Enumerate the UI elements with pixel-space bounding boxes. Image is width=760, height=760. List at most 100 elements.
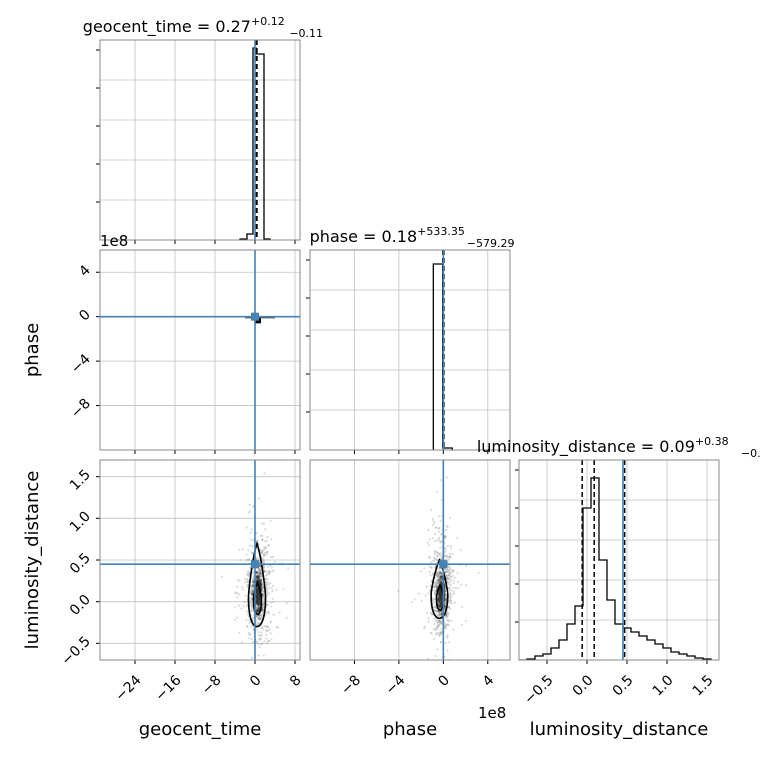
sample-point <box>262 552 266 555</box>
sample-point <box>435 627 438 630</box>
title-lower-error: −0.11 <box>289 27 323 40</box>
panel-frame <box>518 459 720 661</box>
sample-point <box>265 577 268 581</box>
sample-point <box>246 579 249 582</box>
sample-point <box>255 619 258 622</box>
sample-point <box>449 584 453 587</box>
sample-point <box>220 575 224 579</box>
sample-point <box>432 605 436 609</box>
sample-point <box>434 583 437 586</box>
panel-plot-area <box>100 250 300 450</box>
sample-point <box>268 627 271 630</box>
sample-point <box>449 544 452 547</box>
x-tick-label: 0.5 <box>610 672 637 699</box>
sample-point <box>255 615 258 619</box>
sample-point <box>437 575 440 578</box>
sample-point <box>263 569 267 573</box>
sample-point <box>450 602 453 605</box>
sample-point <box>267 570 270 573</box>
sample-point <box>432 585 436 589</box>
sample-point <box>260 616 263 619</box>
sample-point <box>434 581 437 584</box>
sample-point <box>270 587 274 590</box>
sample-point <box>427 528 430 532</box>
sample-point <box>452 628 455 631</box>
y-tick-label: −0.5 <box>59 633 94 668</box>
sample-point <box>258 567 261 571</box>
sample-point <box>449 569 452 572</box>
sample-point <box>236 592 239 595</box>
sample-point <box>262 654 265 657</box>
sample-point <box>436 619 440 622</box>
sample-point <box>259 534 263 537</box>
sample-point <box>477 571 480 575</box>
y-tick-label: 1.5 <box>67 467 94 494</box>
sample-point <box>436 621 440 624</box>
sample-point <box>269 571 272 574</box>
sample-point <box>437 576 440 579</box>
x-tick-label: −8 <box>338 672 364 698</box>
sample-point <box>258 638 262 641</box>
sample-point <box>257 539 260 542</box>
sample-point <box>238 631 241 635</box>
sample-point <box>250 587 253 590</box>
y-axis-label-luminosity_distance: luminosity_distance <box>22 471 43 650</box>
sample-point <box>456 572 459 575</box>
sample-point <box>257 598 261 601</box>
sample-point <box>265 574 268 577</box>
sample-point <box>247 574 251 577</box>
title-upper-error: +0.12 <box>251 15 285 28</box>
sample-point <box>251 545 254 548</box>
sample-point <box>270 620 273 623</box>
sample-point <box>265 573 268 577</box>
sample-point <box>277 626 280 629</box>
sample-point <box>287 567 290 570</box>
sample-point <box>263 554 266 557</box>
sample-point <box>435 584 438 587</box>
sample-point <box>261 522 264 525</box>
sample-point <box>443 624 447 627</box>
sample-point <box>260 551 263 554</box>
sample-point <box>250 637 253 641</box>
sample-point <box>251 539 254 542</box>
sample-point <box>446 526 449 529</box>
sample-point <box>433 522 436 525</box>
sample-point <box>433 551 436 554</box>
sample-point <box>261 586 265 589</box>
sample-point <box>436 573 440 577</box>
sample-point <box>447 570 451 573</box>
sample-point <box>265 603 269 607</box>
sample-point <box>447 624 450 627</box>
sample-point <box>446 577 449 580</box>
sample-point <box>428 543 431 547</box>
sample-point <box>267 592 270 595</box>
sample-point <box>459 549 462 552</box>
sample-point <box>245 559 248 562</box>
sample-point <box>445 635 448 638</box>
sample-point <box>246 624 249 628</box>
sample-point <box>446 577 449 580</box>
sample-point <box>446 619 449 622</box>
sample-point <box>267 565 270 568</box>
sample-point <box>435 581 438 584</box>
sample-point <box>445 555 449 558</box>
sample-point <box>258 568 262 571</box>
sample-point <box>241 585 244 589</box>
panel-frame <box>99 39 301 241</box>
sample-point <box>446 615 449 618</box>
sample-point <box>436 558 439 561</box>
sample-point <box>265 551 269 554</box>
histogram-bars <box>519 477 712 660</box>
sample-point <box>438 619 441 622</box>
sample-point <box>257 631 260 634</box>
sample-point <box>267 583 270 586</box>
sample-point <box>269 601 272 605</box>
sample-point <box>236 616 239 619</box>
sample-point <box>449 607 452 610</box>
sample-point <box>266 578 269 581</box>
sample-point <box>436 574 439 578</box>
sample-point <box>270 638 273 641</box>
sample-point <box>439 590 442 594</box>
sample-point <box>429 565 433 569</box>
sample-point <box>271 584 275 588</box>
